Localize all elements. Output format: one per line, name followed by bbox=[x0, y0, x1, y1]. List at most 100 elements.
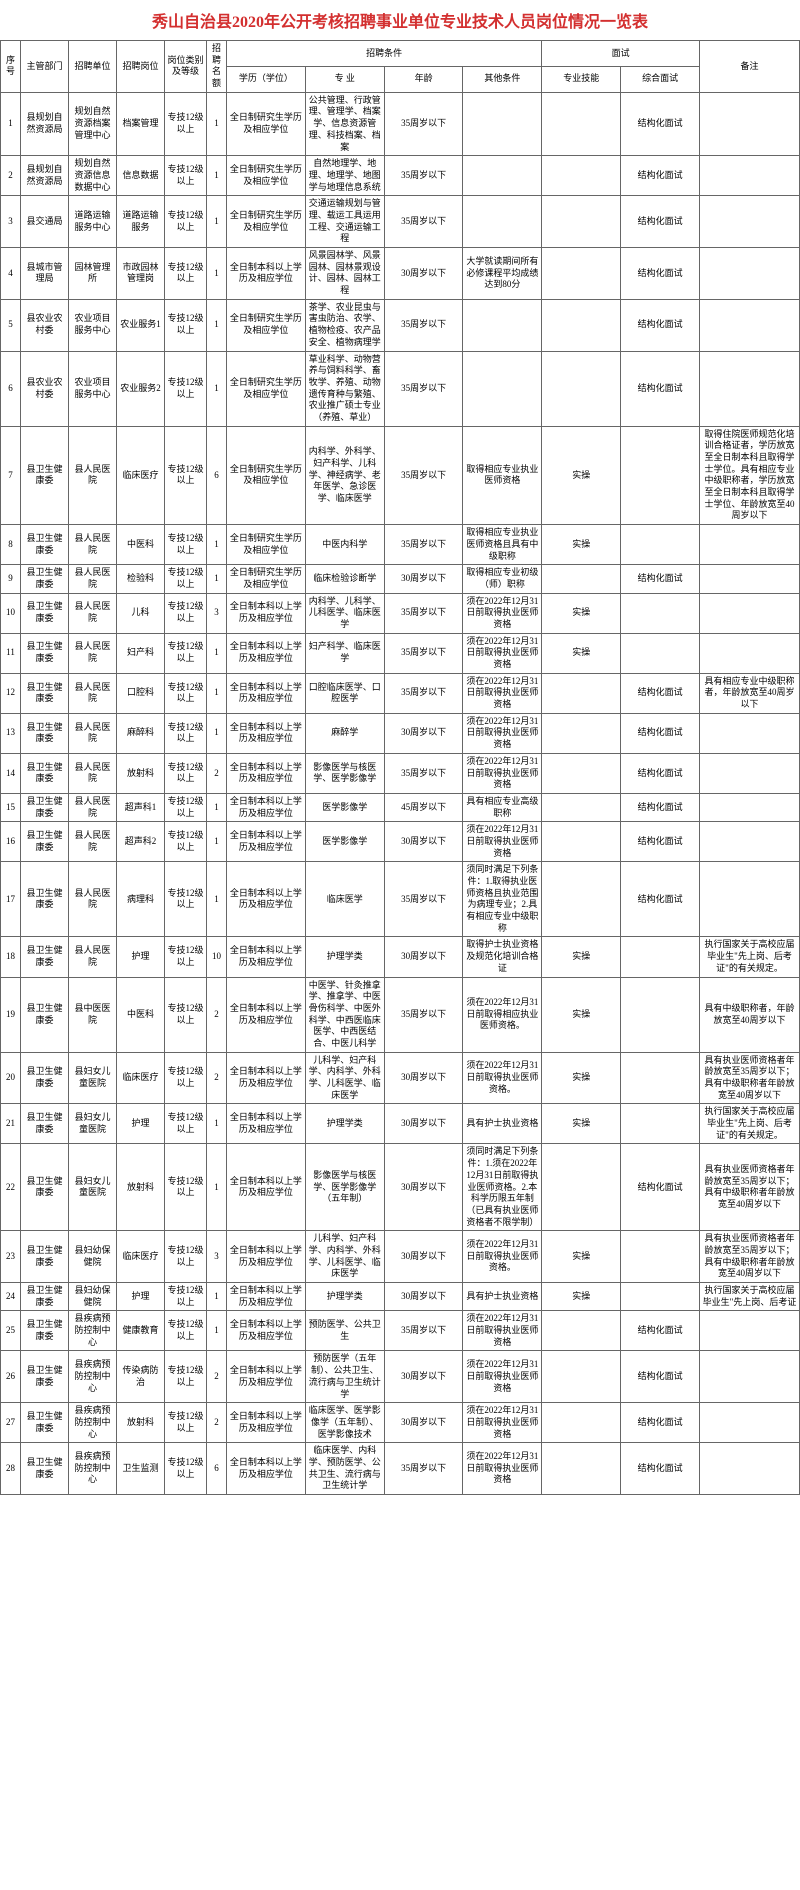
cell-comp: 结构化面试 bbox=[621, 753, 700, 793]
cell-seq: 1 bbox=[1, 92, 21, 155]
cell-seq: 10 bbox=[1, 593, 21, 633]
cell-skill bbox=[542, 1311, 621, 1351]
cell-unit: 规划自然资源档案管理中心 bbox=[69, 92, 117, 155]
cell-edu: 全日制本科以上学历及相应学位 bbox=[227, 1144, 306, 1231]
cell-skill: 实操 bbox=[542, 1283, 621, 1311]
cell-level: 专技12级以上 bbox=[165, 753, 207, 793]
cell-level: 专技12级以上 bbox=[165, 862, 207, 937]
table-row: 24县卫生健康委县妇幼保健院护理专技12级以上1全日制本科以上学历及相应学位护理… bbox=[1, 1283, 800, 1311]
cell-seq: 21 bbox=[1, 1104, 21, 1144]
cell-skill bbox=[542, 793, 621, 821]
cell-num: 1 bbox=[207, 351, 227, 426]
cell-edu: 全日制本科以上学历及相应学位 bbox=[227, 793, 306, 821]
cell-skill bbox=[542, 196, 621, 248]
page-title: 秀山自治县2020年公开考核招聘事业单位专业技术人员岗位情况一览表 bbox=[0, 0, 800, 40]
cell-remark: 具有相应专业中级职称者，年龄放宽至40周岁以下 bbox=[700, 673, 800, 713]
cell-comp bbox=[621, 593, 700, 633]
cell-age: 35周岁以下 bbox=[384, 426, 463, 525]
cell-num: 1 bbox=[207, 1311, 227, 1351]
cell-comp bbox=[621, 1231, 700, 1283]
header-seq: 序号 bbox=[1, 41, 21, 93]
cell-seq: 24 bbox=[1, 1283, 21, 1311]
cell-level: 专技12级以上 bbox=[165, 793, 207, 821]
cell-age: 30周岁以下 bbox=[384, 1351, 463, 1403]
cell-other bbox=[463, 299, 542, 351]
cell-post: 临床医疗 bbox=[117, 1231, 165, 1283]
cell-skill: 实操 bbox=[542, 937, 621, 977]
cell-edu: 全日制研究生学历及相应学位 bbox=[227, 92, 306, 155]
cell-post: 信息数据 bbox=[117, 156, 165, 196]
cell-comp: 结构化面试 bbox=[621, 92, 700, 155]
cell-remark: 具有执业医师资格者年龄放宽至35周岁以下；具有中级职称者年龄放宽至40周岁以下 bbox=[700, 1231, 800, 1283]
table-row: 7县卫生健康委县人民医院临床医疗专技12级以上6全日制研究生学历及相应学位内科学… bbox=[1, 426, 800, 525]
cell-dept: 县卫生健康委 bbox=[21, 1144, 69, 1231]
cell-major: 临床医学、医学影像学（五年制）、医学影像技术 bbox=[305, 1403, 384, 1443]
cell-num: 2 bbox=[207, 1052, 227, 1104]
cell-other: 须同时满足下列条件：1.须在2022年12月31日前取得执业医师资格。2.本科学… bbox=[463, 1144, 542, 1231]
cell-seq: 6 bbox=[1, 351, 21, 426]
cell-num: 1 bbox=[207, 1283, 227, 1311]
cell-seq: 19 bbox=[1, 977, 21, 1052]
cell-age: 35周岁以下 bbox=[384, 862, 463, 937]
cell-post: 市政园林管理岗 bbox=[117, 248, 165, 300]
cell-remark bbox=[700, 1403, 800, 1443]
cell-seq: 4 bbox=[1, 248, 21, 300]
cell-num: 1 bbox=[207, 713, 227, 753]
cell-unit: 县人民医院 bbox=[69, 937, 117, 977]
cell-dept: 县城市管理局 bbox=[21, 248, 69, 300]
cell-post: 护理 bbox=[117, 937, 165, 977]
cell-comp bbox=[621, 1283, 700, 1311]
cell-edu: 全日制本科以上学历及相应学位 bbox=[227, 1443, 306, 1495]
table-row: 25县卫生健康委县疾病预防控制中心健康教育专技12级以上1全日制本科以上学历及相… bbox=[1, 1311, 800, 1351]
cell-major: 中医学、针灸推拿学、推拿学、中医骨伤科学、中医外科学、中西医临床医学、中西医结合… bbox=[305, 977, 384, 1052]
cell-seq: 14 bbox=[1, 753, 21, 793]
cell-skill bbox=[542, 862, 621, 937]
cell-major: 公共管理、行政管理、管理学、档案学、信息资源管理、科技档案、档案 bbox=[305, 92, 384, 155]
cell-major: 医学影像学 bbox=[305, 793, 384, 821]
cell-remark bbox=[700, 633, 800, 673]
table-row: 10县卫生健康委县人民医院儿科专技12级以上3全日制本科以上学历及相应学位内科学… bbox=[1, 593, 800, 633]
cell-other: 具有护士执业资格 bbox=[463, 1283, 542, 1311]
cell-edu: 全日制研究生学历及相应学位 bbox=[227, 426, 306, 525]
cell-unit: 县人民医院 bbox=[69, 822, 117, 862]
cell-remark bbox=[700, 1311, 800, 1351]
cell-post: 放射科 bbox=[117, 1144, 165, 1231]
cell-seq: 9 bbox=[1, 565, 21, 593]
cell-major: 交通运输规划与管理、载运工具运用工程、交通运输工程 bbox=[305, 196, 384, 248]
cell-skill bbox=[542, 1403, 621, 1443]
table-row: 8县卫生健康委县人民医院中医科专技12级以上1全日制研究生学历及相应学位中医内科… bbox=[1, 525, 800, 565]
cell-major: 预防医学（五年制）、公共卫生、流行病与卫生统计学 bbox=[305, 1351, 384, 1403]
cell-other: 具有相应专业高级职称 bbox=[463, 793, 542, 821]
cell-remark bbox=[700, 753, 800, 793]
cell-post: 口腔科 bbox=[117, 673, 165, 713]
table-row: 13县卫生健康委县人民医院麻醉科专技12级以上1全日制本科以上学历及相应学位麻醉… bbox=[1, 713, 800, 753]
cell-other: 大学就读期间所有必修课程平均成绩达到80分 bbox=[463, 248, 542, 300]
cell-edu: 全日制本科以上学历及相应学位 bbox=[227, 753, 306, 793]
cell-edu: 全日制本科以上学历及相应学位 bbox=[227, 1311, 306, 1351]
cell-comp: 结构化面试 bbox=[621, 565, 700, 593]
cell-age: 35周岁以下 bbox=[384, 633, 463, 673]
cell-post: 超声科1 bbox=[117, 793, 165, 821]
cell-edu: 全日制本科以上学历及相应学位 bbox=[227, 862, 306, 937]
cell-skill: 实操 bbox=[542, 525, 621, 565]
cell-unit: 县中医医院 bbox=[69, 977, 117, 1052]
cell-unit: 农业项目服务中心 bbox=[69, 351, 117, 426]
cell-num: 1 bbox=[207, 1144, 227, 1231]
cell-dept: 县卫生健康委 bbox=[21, 1231, 69, 1283]
cell-seq: 22 bbox=[1, 1144, 21, 1231]
cell-major: 护理学类 bbox=[305, 1283, 384, 1311]
cell-unit: 县妇女儿童医院 bbox=[69, 1052, 117, 1104]
cell-age: 30周岁以下 bbox=[384, 565, 463, 593]
cell-comp: 结构化面试 bbox=[621, 156, 700, 196]
cell-other: 取得护士执业资格及规范化培训合格证 bbox=[463, 937, 542, 977]
cell-dept: 县卫生健康委 bbox=[21, 793, 69, 821]
cell-dept: 县卫生健康委 bbox=[21, 633, 69, 673]
cell-level: 专技12级以上 bbox=[165, 565, 207, 593]
cell-dept: 县卫生健康委 bbox=[21, 426, 69, 525]
cell-age: 35周岁以下 bbox=[384, 351, 463, 426]
cell-edu: 全日制研究生学历及相应学位 bbox=[227, 299, 306, 351]
cell-other: 取得相应专业执业医师资格 bbox=[463, 426, 542, 525]
header-conditions: 招聘条件 bbox=[227, 41, 542, 67]
cell-comp: 结构化面试 bbox=[621, 196, 700, 248]
cell-remark: 执行国家关于高校应届毕业生"先上岗、后考证"的有关规定。 bbox=[700, 937, 800, 977]
